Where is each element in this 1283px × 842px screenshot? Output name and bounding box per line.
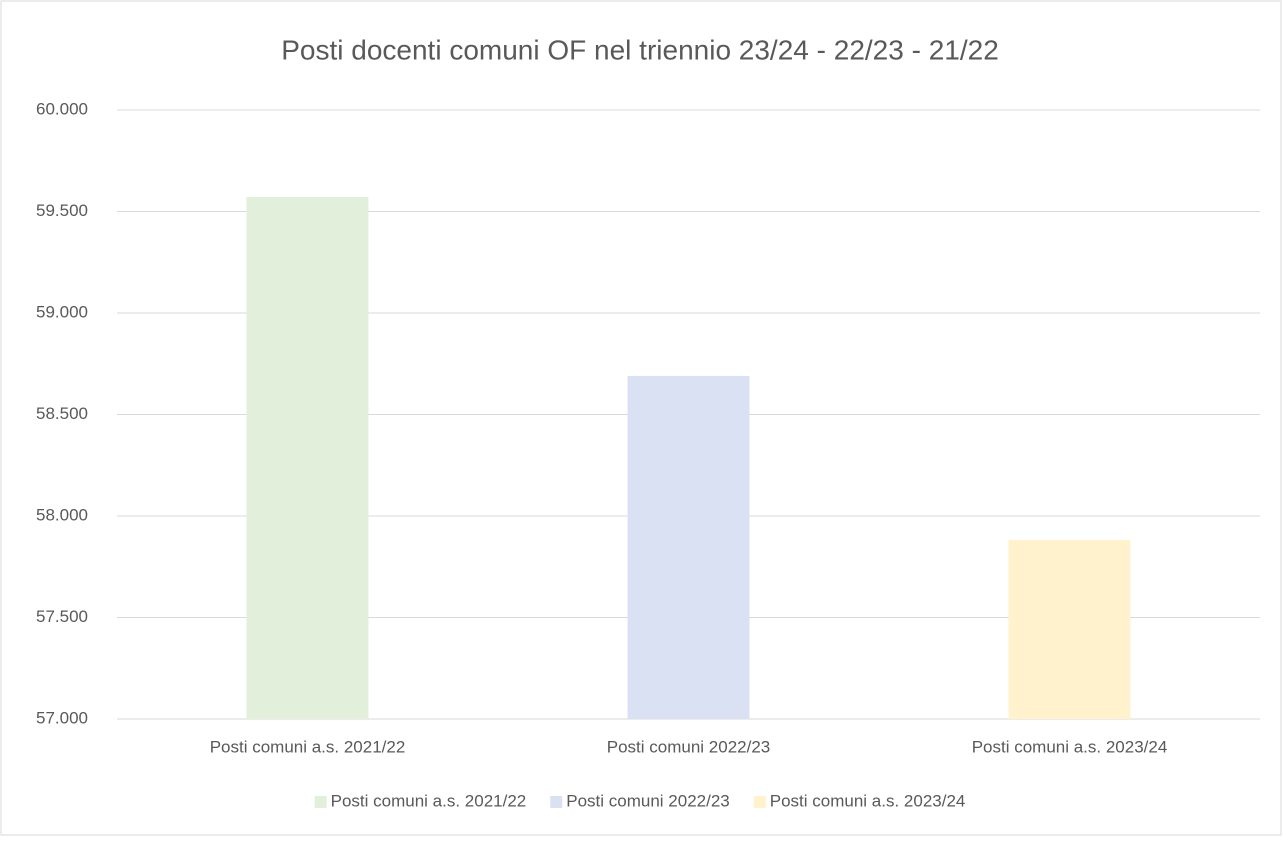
legend-swatch — [753, 796, 766, 808]
y-tick-label: 59.000 — [36, 302, 88, 321]
bar — [627, 375, 750, 719]
x-tick-label: Posti comuni a.s. 2023/24 — [972, 737, 1168, 756]
y-tick-label: 59.500 — [36, 201, 88, 220]
x-tick-label: Posti comuni a.s. 2021/22 — [210, 737, 406, 756]
x-tick-label: Posti comuni 2022/23 — [607, 737, 771, 756]
legend-label: Posti comuni a.s. 2023/24 — [770, 791, 966, 810]
y-tick-label: 57.000 — [36, 708, 88, 727]
bar — [1008, 539, 1131, 719]
bar — [246, 197, 369, 719]
legend-label: Posti comuni a.s. 2021/22 — [331, 791, 527, 810]
y-tick-label: 58.500 — [36, 404, 88, 423]
legend-label: Posti comuni 2022/23 — [566, 791, 730, 810]
y-tick-label: 60.000 — [36, 99, 88, 118]
y-tick-label: 57.500 — [36, 607, 88, 626]
chart-title: Posti docenti comuni OF nel triennio 23/… — [281, 34, 999, 65]
legend-swatch — [314, 796, 327, 808]
y-tick-label: 58.000 — [36, 505, 88, 524]
legend-swatch — [550, 796, 563, 808]
